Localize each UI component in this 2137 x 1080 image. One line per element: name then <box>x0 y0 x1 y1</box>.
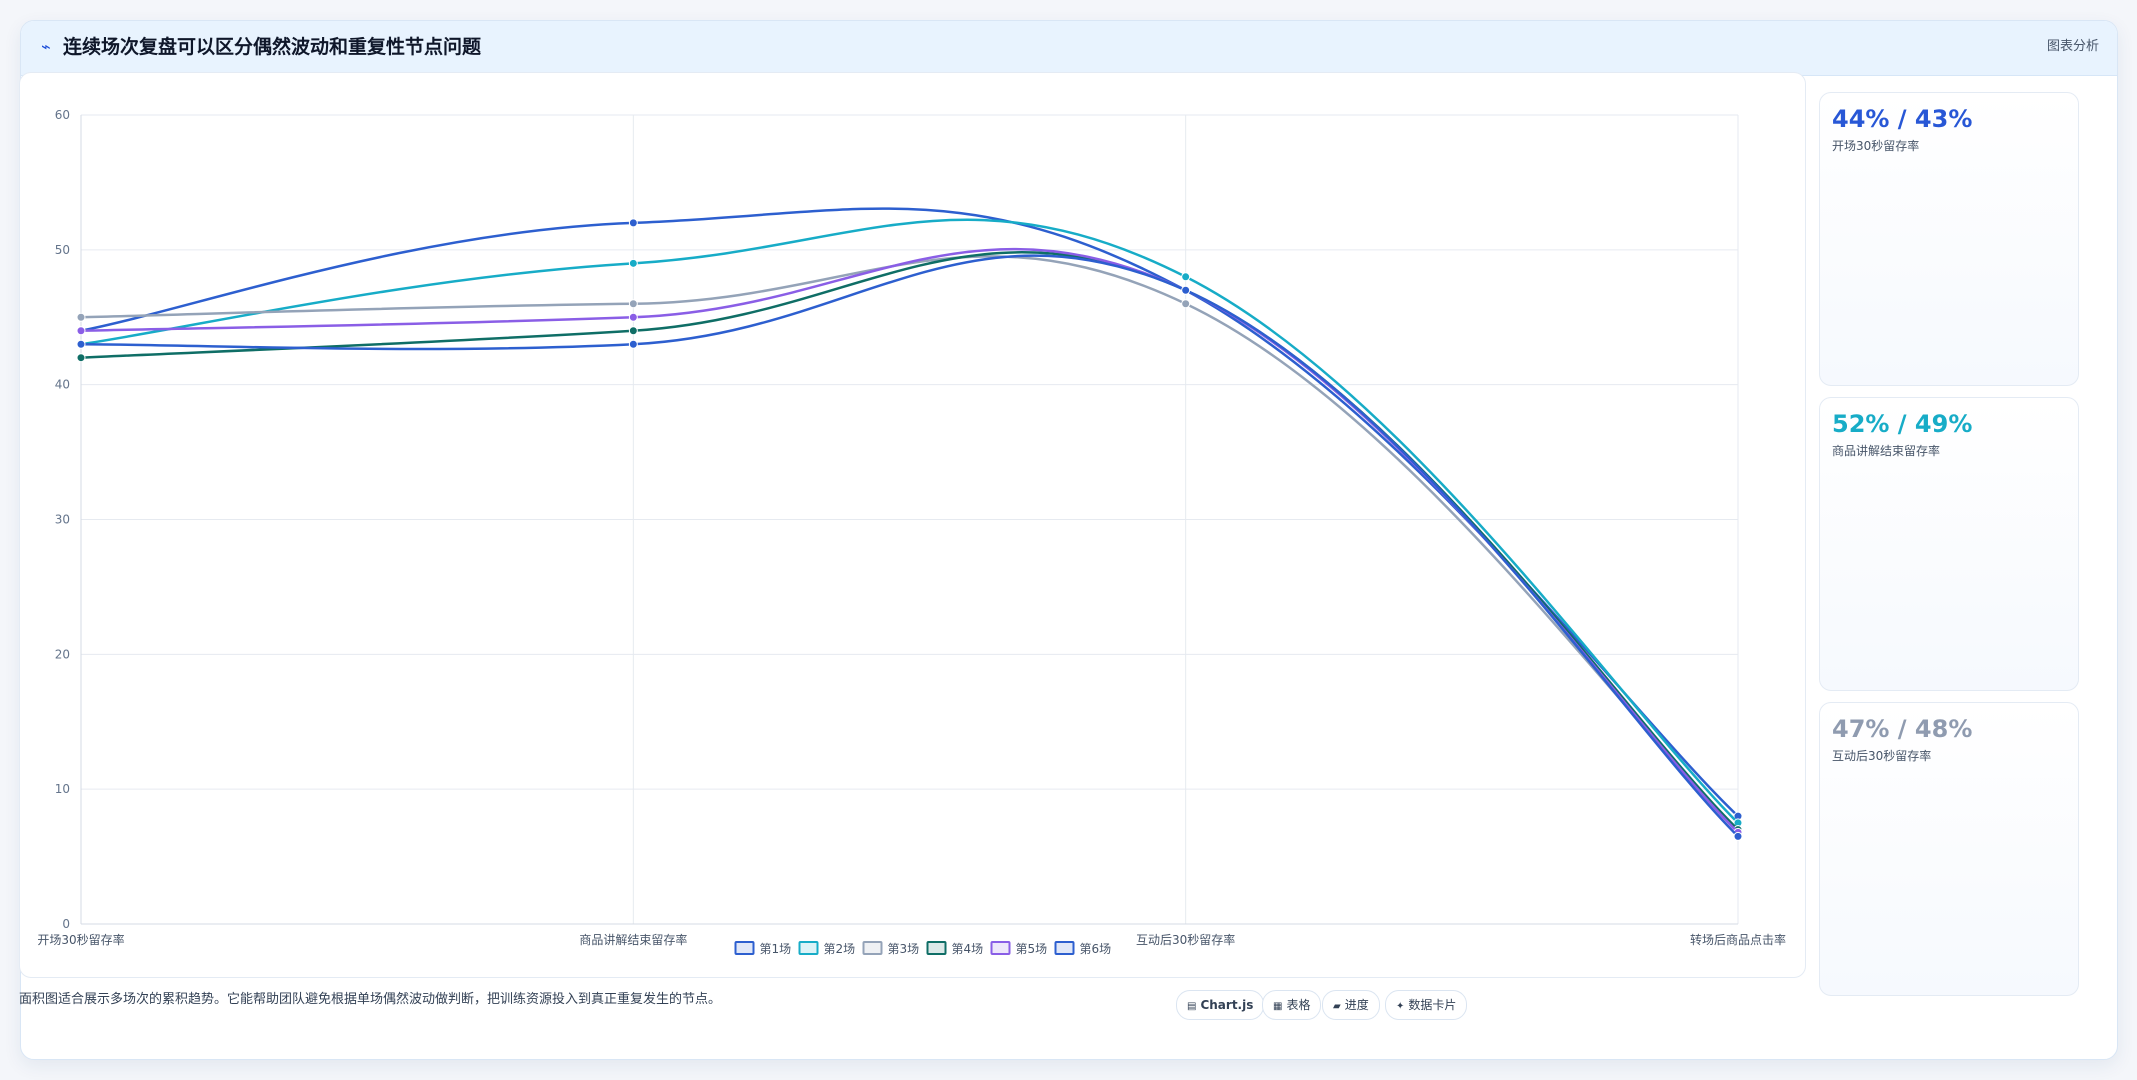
table-icon: ▦ <box>1273 1001 1283 1012</box>
footer-note: 面积图适合展示多场次的累积趋势。它能帮助团队避免根据单场偶然波动做判断，把训练资… <box>19 992 722 1007</box>
chart-grid <box>80 114 1739 925</box>
chart-card: 0 10 20 30 40 50 60 开场30秒留存率 商品讲解结束留存率 互动后30秒留存率 转… <box>19 72 1806 978</box>
series-line-4[interactable] <box>80 251 1739 831</box>
progress-icon: ▰ <box>1333 1001 1341 1012</box>
panel-header: ⌁ 连续场次复盘可以区分偶然波动和重复性节点问题 图表分析 <box>21 21 2117 76</box>
y-tick-label: 10 <box>55 782 70 796</box>
data-point[interactable] <box>1733 831 1743 841</box>
legend-label: 第3场 <box>888 942 920 956</box>
data-point[interactable] <box>628 299 638 309</box>
data-point[interactable] <box>76 339 86 349</box>
chip-chartjs[interactable]: ▤ Chart.js <box>1176 990 1265 1020</box>
chart-legend: 第1场 第2场 第3场 第4场 第5场 第6场 <box>734 941 1112 956</box>
data-point[interactable] <box>76 312 86 322</box>
y-tick-label: 0 <box>62 917 70 931</box>
legend-swatch <box>862 941 883 955</box>
chip-label: 数据卡片 <box>1408 998 1457 1012</box>
chart-line-icon: ⌁ <box>41 37 51 56</box>
legend-label: 第5场 <box>1016 942 1048 956</box>
stat-label: 互动后30秒留存率 <box>1832 749 1932 763</box>
legend-item-2[interactable]: 第2场 <box>798 941 856 956</box>
data-point[interactable] <box>628 312 638 322</box>
sparkle-icon: ✦ <box>1396 1001 1405 1012</box>
x-tick-label: 互动后30秒留存率 <box>1136 932 1235 947</box>
legend-swatch <box>798 941 819 955</box>
legend-item-1[interactable]: 第1场 <box>734 941 792 956</box>
legend-swatch <box>926 941 947 955</box>
stat-card-opening: 44% / 43% 开场30秒留存率 <box>1819 92 2079 386</box>
chip-data-card[interactable]: ✦ 数据卡片 <box>1385 990 1468 1020</box>
y-tick-label: 40 <box>55 378 70 392</box>
chart-icon: ▤ <box>1187 1001 1197 1012</box>
legend-label: 第4场 <box>952 942 984 956</box>
legend-label: 第2场 <box>824 942 856 956</box>
legend-label: 第1场 <box>760 942 792 956</box>
data-point[interactable] <box>1181 299 1191 309</box>
stat-card-interaction: 47% / 48% 互动后30秒留存率 <box>1819 702 2079 996</box>
y-tick-label: 30 <box>55 513 70 527</box>
data-point[interactable] <box>1181 272 1191 282</box>
y-tick-label: 60 <box>55 108 70 122</box>
data-point[interactable] <box>628 218 638 228</box>
y-tick-label: 20 <box>55 647 70 661</box>
stat-value: 47% / 48% <box>1832 715 1973 743</box>
chip-table[interactable]: ▦ 表格 <box>1262 990 1322 1020</box>
chip-label: 表格 <box>1286 998 1311 1012</box>
data-point[interactable] <box>76 353 86 363</box>
chip-label: Chart.js <box>1200 998 1254 1012</box>
y-tick-label: 50 <box>55 243 70 257</box>
data-point[interactable] <box>1181 285 1191 295</box>
legend-swatch <box>990 941 1011 955</box>
legend-item-3[interactable]: 第3场 <box>862 941 920 956</box>
legend-item-5[interactable]: 第5场 <box>990 941 1048 956</box>
legend-item-6[interactable]: 第6场 <box>1054 941 1112 956</box>
x-tick-label: 开场30秒留存率 <box>37 932 124 947</box>
legend-label: 第6场 <box>1080 942 1112 956</box>
x-tick-label: 商品讲解结束留存率 <box>579 932 687 947</box>
legend-item-4[interactable]: 第4场 <box>926 941 984 956</box>
series-line-2[interactable] <box>80 218 1739 824</box>
chart-axes: 0 10 20 30 40 50 60 开场30秒留存率 商品讲解结束留存率 互动后30秒留存率 转… <box>37 108 1786 947</box>
data-point[interactable] <box>628 326 638 336</box>
stat-card-explain: 52% / 49% 商品讲解结束留存率 <box>1819 397 2079 691</box>
legend-swatch <box>1054 941 1075 955</box>
stat-value: 52% / 49% <box>1832 410 1973 438</box>
chip-label: 进度 <box>1344 998 1369 1012</box>
stat-label: 开场30秒留存率 <box>1832 139 1920 153</box>
data-point[interactable] <box>628 339 638 349</box>
stat-value: 44% / 43% <box>1832 105 1973 133</box>
stat-label: 商品讲解结束留存率 <box>1832 444 1941 458</box>
chip-progress[interactable]: ▰ 进度 <box>1322 990 1380 1020</box>
data-point[interactable] <box>76 326 86 336</box>
legend-swatch <box>734 941 755 955</box>
chart-series <box>76 207 1743 841</box>
x-tick-label: 转场后商品点击率 <box>1690 932 1786 947</box>
series-line-6[interactable] <box>80 254 1739 838</box>
line-chart: 0 10 20 30 40 50 60 开场30秒留存率 商品讲解结束留存率 互动后30秒留存率 转… <box>37 108 1786 956</box>
page-title: 连续场次复盘可以区分偶然波动和重复性节点问题 <box>63 36 482 58</box>
chart-analysis-link[interactable]: 图表分析 <box>2046 39 2099 54</box>
data-point[interactable] <box>628 258 638 268</box>
